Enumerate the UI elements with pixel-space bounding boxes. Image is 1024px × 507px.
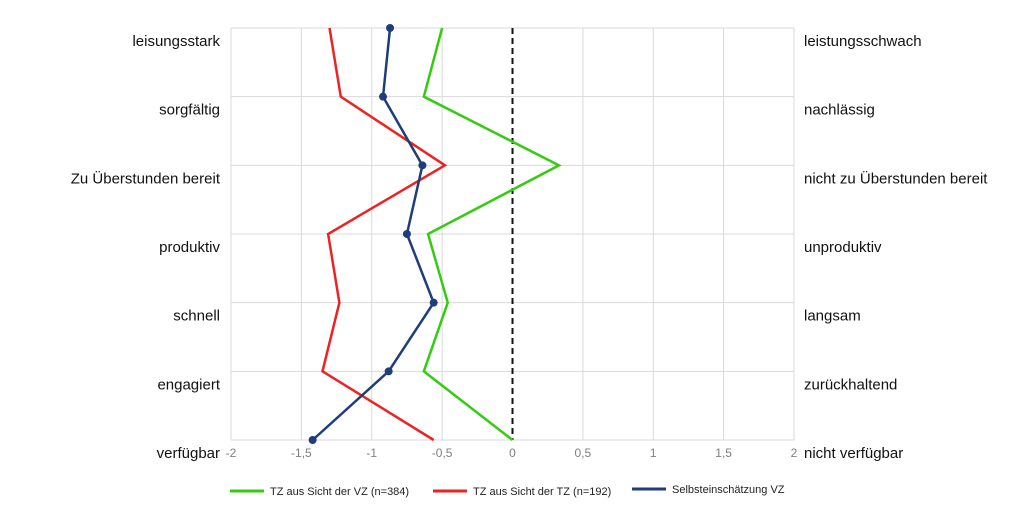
- series-point-2: [386, 24, 395, 32]
- left-row-label: produktiv: [159, 239, 220, 256]
- series-group: [308, 24, 562, 444]
- left-row-label: engagiert: [157, 376, 220, 393]
- left-row-label: verfügbar: [157, 445, 220, 462]
- right-row-label: langsam: [804, 308, 861, 325]
- series-point-2: [418, 161, 427, 170]
- series-point-2: [379, 92, 388, 101]
- series-line-0: [422, 27, 562, 441]
- legend-label-0: TZ aus Sicht der VZ (n=384): [270, 486, 409, 498]
- x-tick-label: -2: [226, 446, 237, 460]
- series-point-2: [402, 230, 411, 238]
- x-tick-label: 1,5: [715, 446, 732, 460]
- x-tick-label: -1: [366, 446, 377, 460]
- left-row-label: sorgfältig: [159, 102, 220, 119]
- right-labels: leistungsschwach nachlässig nicht zu Übers…: [804, 33, 988, 462]
- left-row-label: Zu Überstunden bereit: [71, 169, 221, 187]
- x-axis-ticks: -2 -1,5 -1 -0,5 0 0,5 1 1,5 2: [226, 446, 798, 460]
- right-row-label: leistungsschwach: [804, 33, 922, 50]
- right-row-label: unproduktiv: [804, 239, 882, 256]
- right-row-label: zurückhaltend: [804, 376, 897, 393]
- x-tick-label: -0,5: [432, 446, 453, 460]
- x-tick-label: 1: [650, 446, 657, 460]
- series-line-1: [321, 27, 448, 442]
- x-tick-label: 2: [791, 446, 798, 460]
- legend: TZ aus Sicht der VZ (n=384) TZ aus Sicht …: [230, 484, 785, 498]
- x-tick-label: 0: [509, 446, 516, 460]
- grid: [230, 27, 795, 441]
- series-point-2: [308, 436, 317, 444]
- series-point-2: [429, 298, 438, 307]
- left-row-label: schnell: [173, 308, 220, 325]
- series-point-2: [384, 367, 393, 376]
- x-tick-label: 0,5: [575, 446, 592, 460]
- legend-label-2: Selbsteinschätzung VZ: [672, 484, 785, 496]
- x-tick-label: -1,5: [291, 446, 312, 460]
- left-row-label: leisungsstark: [132, 33, 220, 50]
- right-row-label: nicht verfügbar: [804, 445, 903, 462]
- right-row-label: nachlässig: [804, 102, 875, 119]
- right-row-label: nicht zu Überstunden bereit: [804, 169, 988, 187]
- left-labels: leisungsstark sorgfältig Zu Überstunden be…: [71, 33, 221, 462]
- legend-label-1: TZ aus Sicht der TZ (n=192): [473, 486, 611, 498]
